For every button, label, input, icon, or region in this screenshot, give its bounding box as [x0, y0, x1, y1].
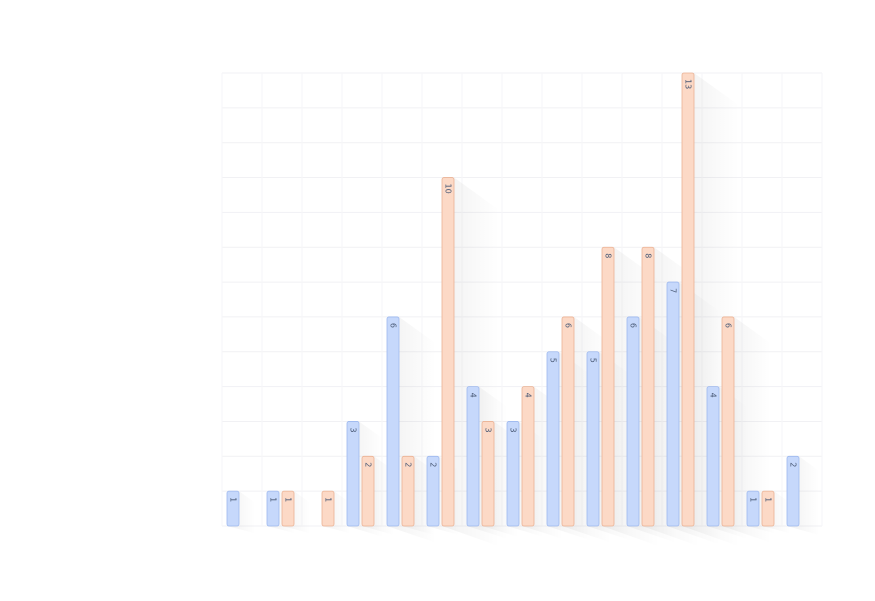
- data-label: 1: [764, 497, 773, 502]
- bar: [546, 351, 560, 527]
- data-label: 6: [629, 323, 638, 328]
- bar: [401, 455, 415, 527]
- bar: [361, 455, 375, 527]
- data-label: 3: [349, 427, 358, 432]
- bar: [706, 386, 720, 527]
- bar: [466, 386, 480, 527]
- bar: [786, 455, 800, 527]
- data-label: 5: [589, 358, 598, 363]
- bars: [226, 72, 800, 527]
- bar: [746, 490, 760, 527]
- data-label: 3: [484, 427, 493, 432]
- bar: [561, 316, 575, 527]
- data-label: 6: [724, 323, 733, 328]
- data-label: 3: [509, 427, 518, 432]
- bar: [266, 490, 280, 527]
- bar: [721, 316, 735, 527]
- data-label: 1: [749, 497, 758, 502]
- data-label: 1: [269, 497, 278, 502]
- bar: [666, 281, 680, 527]
- bar: [441, 177, 455, 527]
- data-label: 2: [429, 462, 438, 467]
- data-label: 7: [669, 288, 678, 293]
- data-label: 13: [684, 79, 693, 89]
- bar: [386, 316, 400, 527]
- bar: [601, 246, 615, 527]
- data-label: 8: [644, 253, 653, 258]
- bar: [281, 490, 295, 527]
- bar: [226, 490, 240, 527]
- bar-shadow: [282, 491, 311, 534]
- bar: [626, 316, 640, 527]
- data-label: 2: [364, 462, 373, 467]
- data-label: 2: [404, 462, 413, 467]
- data-label: 8: [604, 253, 613, 258]
- bar: [506, 421, 520, 527]
- bar: [641, 246, 655, 527]
- data-label: 10: [444, 184, 453, 194]
- bar: [481, 421, 495, 527]
- data-label: 2: [789, 462, 798, 467]
- data-label: 6: [564, 323, 573, 328]
- data-label: 4: [469, 393, 478, 398]
- bar: [426, 455, 440, 527]
- bar: [761, 490, 775, 527]
- bar-shadow: [787, 456, 820, 536]
- bar-shadow: [402, 456, 435, 536]
- bar: [586, 351, 600, 527]
- data-label: 4: [709, 393, 718, 398]
- bar: [521, 386, 535, 527]
- bar-shadow: [762, 491, 791, 534]
- data-label: 1: [229, 497, 238, 502]
- bar: [346, 421, 360, 527]
- bar: [321, 490, 335, 527]
- bar-shadow: [227, 491, 256, 534]
- data-label: 1: [324, 497, 333, 502]
- data-label: 6: [389, 323, 398, 328]
- data-label: 1: [284, 497, 293, 502]
- bar: [681, 72, 695, 527]
- data-label: 4: [524, 393, 533, 398]
- bar-shadow: [362, 456, 395, 536]
- data-label: 5: [549, 358, 558, 363]
- bar-shadow: [322, 491, 351, 534]
